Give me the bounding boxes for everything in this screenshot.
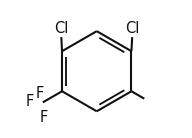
Text: F: F [39,110,48,125]
Text: F: F [36,86,44,101]
Text: Cl: Cl [125,21,139,36]
Text: Cl: Cl [54,21,69,36]
Text: F: F [25,94,34,109]
